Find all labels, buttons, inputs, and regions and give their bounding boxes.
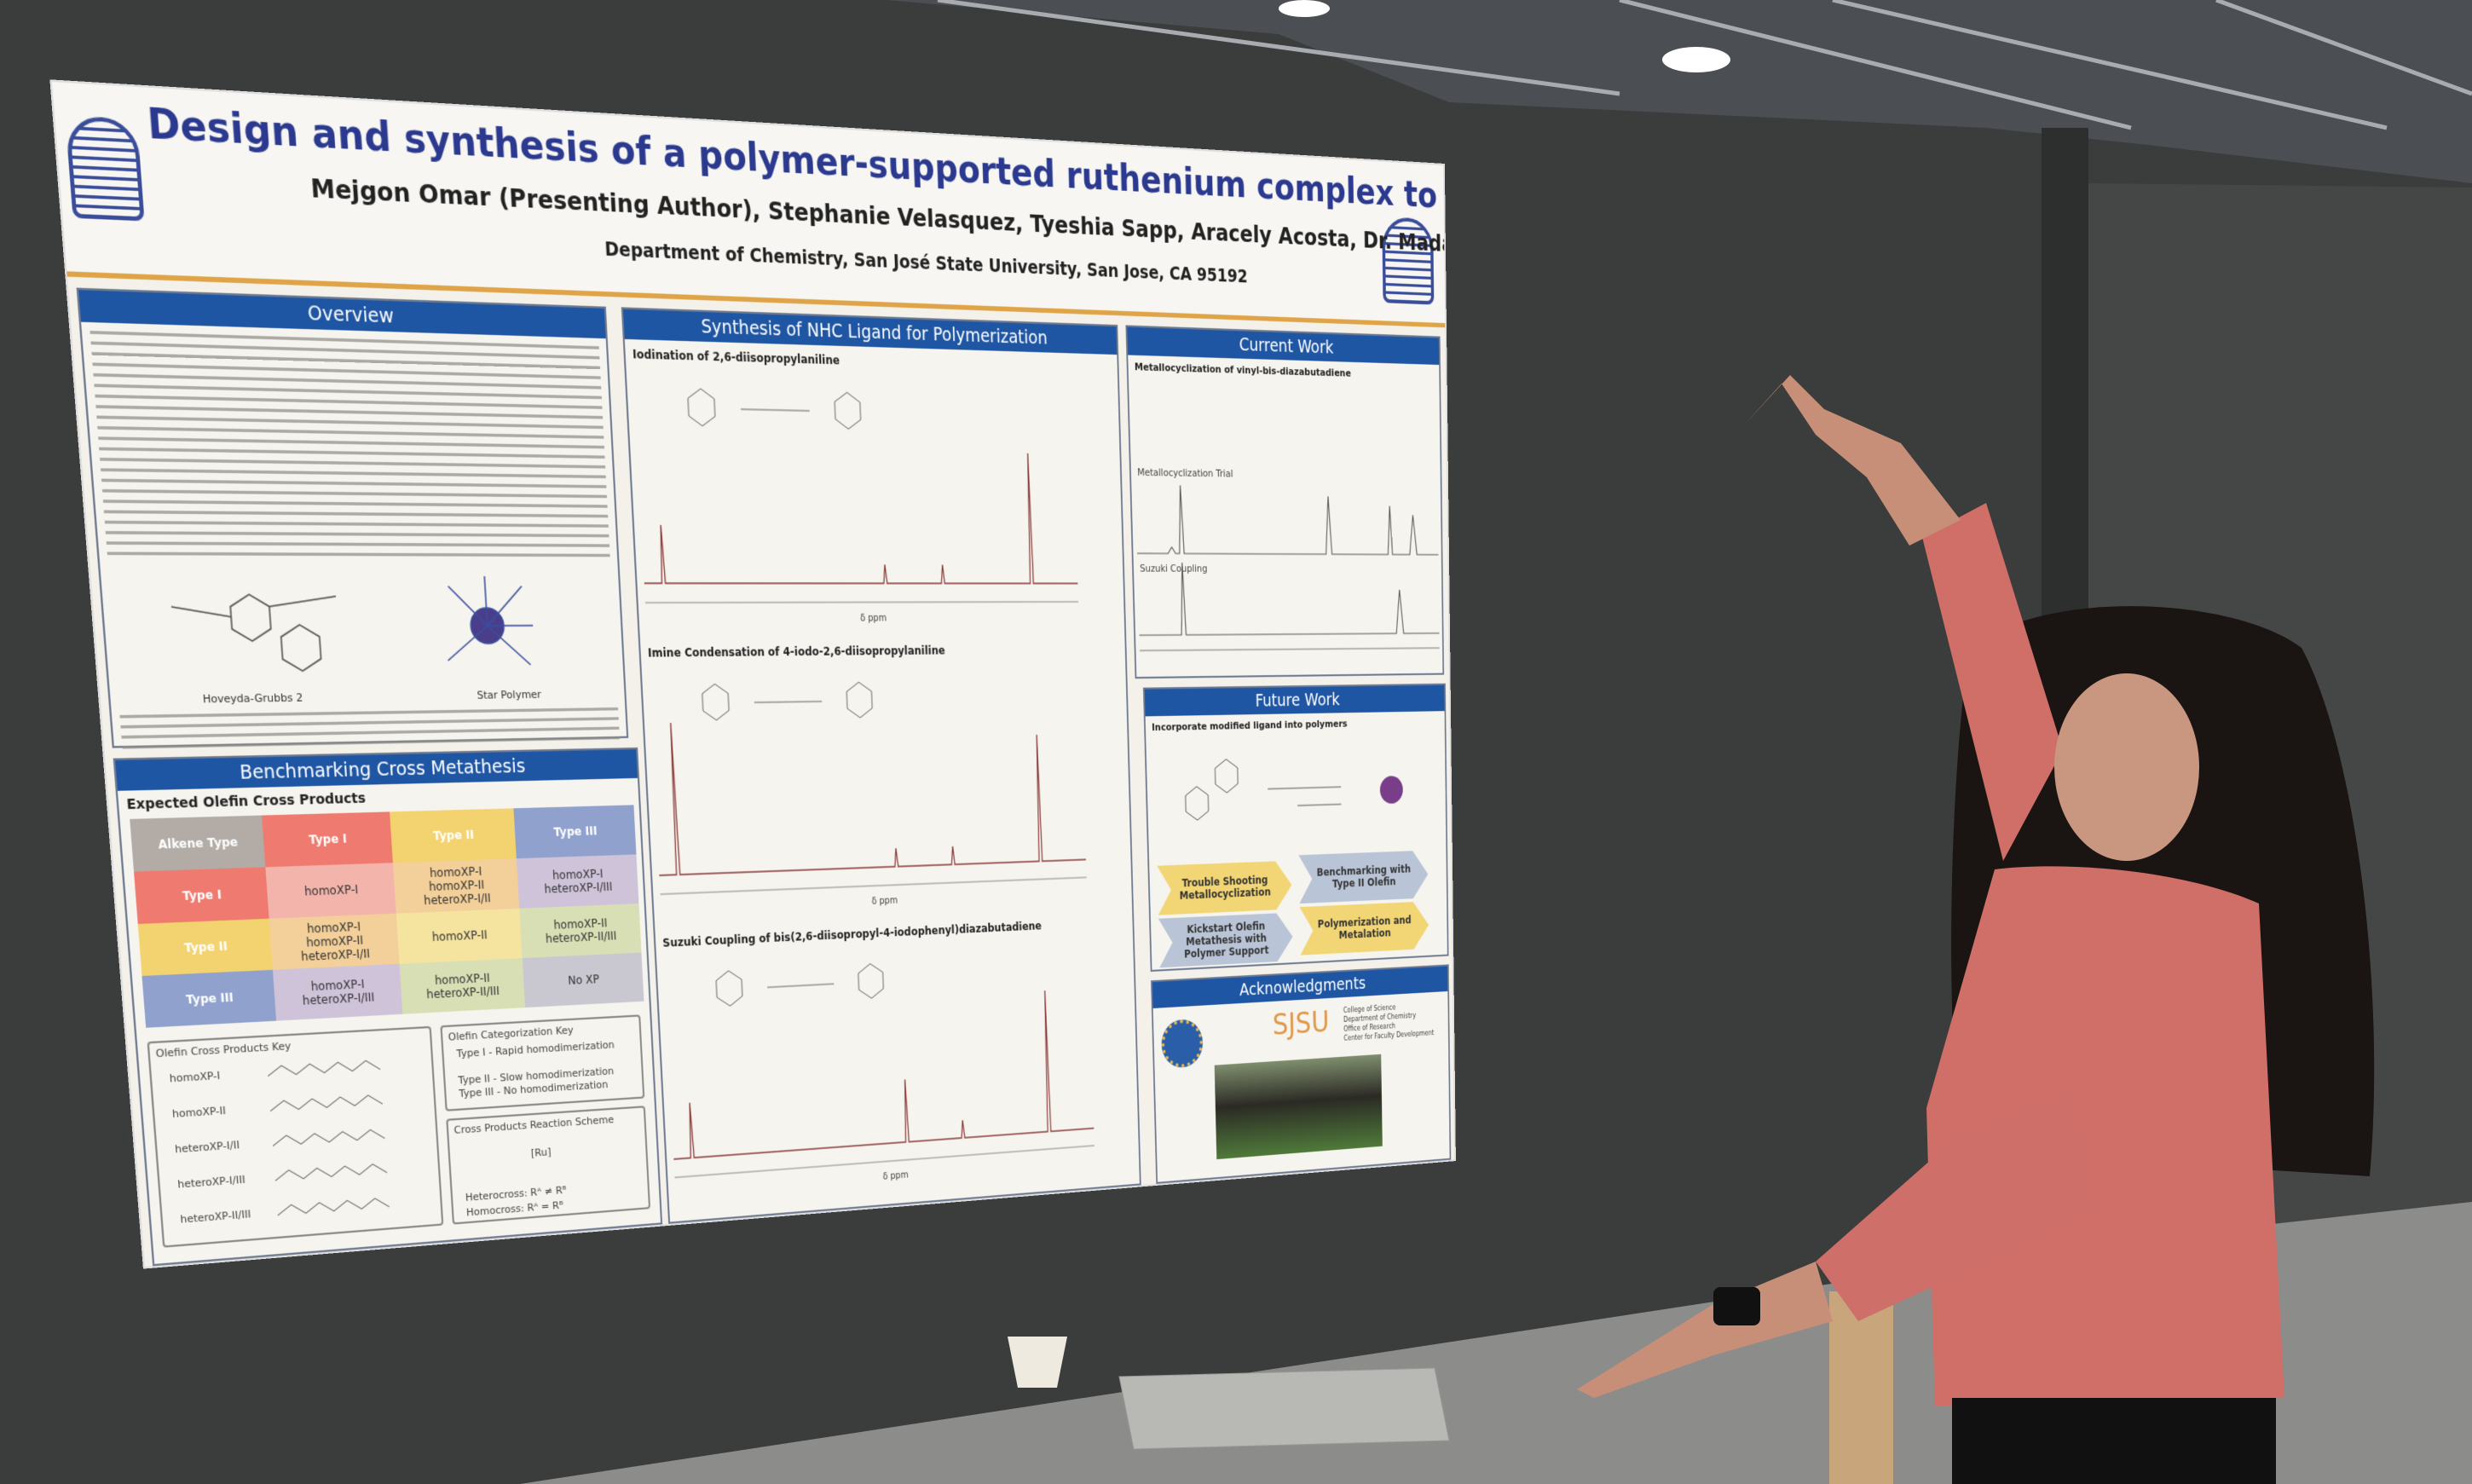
acknowledgments-section: Acknowledgments SJSU College of Science D… — [1151, 964, 1451, 1184]
face — [2054, 673, 2199, 861]
table-cell: homoXP-II — [396, 909, 523, 964]
nmr-spectrum: δ ppm — [633, 367, 1118, 632]
nmr-spectrum: δ ppm — [649, 661, 1126, 922]
subsection-title: Metallocyclization of vinyl-bis-diazabut… — [1135, 361, 1434, 381]
molecule-structure — [269, 1083, 411, 1121]
polymer-scheme — [1153, 737, 1441, 851]
key-heading: Cross Products Reaction Scheme — [453, 1113, 614, 1136]
table-header-cell: Type I — [262, 811, 393, 867]
cardboard-tube — [1829, 1291, 1893, 1484]
key-item: Type I - Rapid homodimerization — [456, 1038, 615, 1060]
key-heading: Olefin Categorization Key — [448, 1024, 574, 1043]
overview-section: Overview Hoveyda-Grubbs 2 Star Polymer — [77, 288, 629, 748]
nmr-spectrum: δ ppm — [663, 933, 1133, 1205]
paper-cup — [1008, 1337, 1067, 1388]
key-item: heteroXP-I/II — [175, 1139, 240, 1156]
cross-products-table: Alkene Type Type I Type II Type III Type Iho… — [130, 805, 644, 1027]
axis-label: δ ppm — [882, 1169, 908, 1182]
table-header-cell: Type I — [134, 867, 269, 924]
subsection-title: Imine Condensation of 4-iodo-2,6-diisopr… — [648, 644, 945, 660]
table-cell: homoXP-I heteroXP-I/III — [273, 964, 402, 1021]
section-heading: Overview — [78, 290, 606, 338]
research-poster: Design and synthesis of a polymer-suppor… — [52, 82, 1454, 1267]
table-header-cell: Type III — [142, 970, 276, 1028]
key-item: homoXP-II — [171, 1104, 226, 1120]
table-header-cell: Type II — [138, 919, 273, 976]
section-heading: Current Work — [1127, 327, 1439, 365]
overview-references — [119, 707, 620, 750]
categorization-key-box: Olefin Categorization Key Type I - Rapid… — [440, 1014, 644, 1112]
sjsu-logo: SJSU — [1272, 1005, 1329, 1042]
key-item: heteroXP-I/III — [177, 1173, 245, 1191]
future-work-section: Future Work Incorporate modified ligand … — [1143, 684, 1449, 972]
molecule-structure — [276, 1186, 417, 1225]
table-header-cell: Alkene Type — [130, 816, 265, 872]
table-cell: homoXP-I homoXP-II heteroXP-I/II — [393, 858, 519, 913]
sjsu-units: College of Science Department of Chemistr… — [1343, 1001, 1435, 1043]
poster-affiliation: Department of Chemistry, San José State … — [604, 239, 1248, 287]
table-cell: homoXP-II heteroXP-II/III — [519, 904, 641, 958]
axis-label: δ ppm — [871, 894, 898, 906]
spartan-logo-icon — [65, 115, 144, 221]
roadmap-step: Polymerization and Metalation — [1299, 901, 1429, 955]
structure-label: Star Polymer — [476, 688, 541, 702]
pants — [1952, 1398, 2276, 1484]
table-header-cell: Type III — [513, 805, 636, 858]
products-key-box: Olefin Cross Products Key homoXP-I homoXP… — [147, 1026, 443, 1248]
structure-label: Hoveyda-Grubbs 2 — [202, 691, 303, 706]
ceiling-light — [1279, 0, 1330, 17]
benchmarking-section: Benchmarking Cross Metathesis Expected O… — [113, 748, 662, 1266]
table-cell: homoXP-I homoXP-II heteroXP-I/II — [269, 914, 400, 970]
key-item: heteroXP-II/III — [180, 1208, 251, 1226]
molecule-structure — [274, 1152, 415, 1190]
catalyst-structures — [108, 565, 617, 690]
current-work-section: Current Work Metallocyclization of vinyl… — [1125, 325, 1444, 678]
section-heading: Future Work — [1145, 685, 1445, 717]
roadmap-step: Kickstart Olefin Metathesis with Polymer… — [1158, 913, 1293, 968]
table-cell: homoXP-I — [265, 863, 396, 919]
subsection-title: Incorporate modified ligand into polymer… — [1152, 716, 1439, 733]
ceiling-light — [1662, 47, 1730, 72]
axis-label: δ ppm — [860, 612, 887, 623]
table-header-cell: Type II — [390, 808, 517, 863]
table-cell: No XP — [523, 953, 644, 1008]
overview-text — [90, 331, 609, 559]
molecule-structure — [271, 1117, 413, 1156]
section-heading: Benchmarking Cross Metathesis — [115, 749, 638, 791]
subsection-title: Iodination of 2,6-diisopropylaniline — [632, 347, 840, 367]
roadmap-step: Benchmarking with Type II Olefin — [1298, 851, 1428, 904]
catalyst-label: [Ru] — [530, 1146, 551, 1159]
key-item: homoXP-I — [169, 1069, 220, 1085]
group-photo — [1215, 1054, 1383, 1159]
synthesis-section: Synthesis of NHC Ligand for Polymerizati… — [621, 307, 1141, 1223]
reaction-scheme-box: Cross Products Reaction Scheme [Ru] Hete… — [446, 1106, 650, 1224]
nmr-spectra — [1135, 476, 1440, 667]
nsf-logo-icon — [1161, 1019, 1204, 1069]
smartwatch — [1713, 1287, 1760, 1325]
floor-vent — [1119, 1368, 1449, 1449]
table-cell: homoXP-II heteroXP-II/III — [400, 958, 525, 1014]
roadmap-step: Trouble Shooting Metallocyclization — [1157, 861, 1292, 915]
molecule-structure — [267, 1048, 409, 1086]
section-heading: Synthesis of NHC Ligand for Polymerizati… — [623, 309, 1117, 355]
structure-labels: Hoveyda-Grubbs 2 Star Polymer — [110, 687, 625, 707]
table-cell: homoXP-I heteroXP-I/III — [517, 854, 639, 908]
